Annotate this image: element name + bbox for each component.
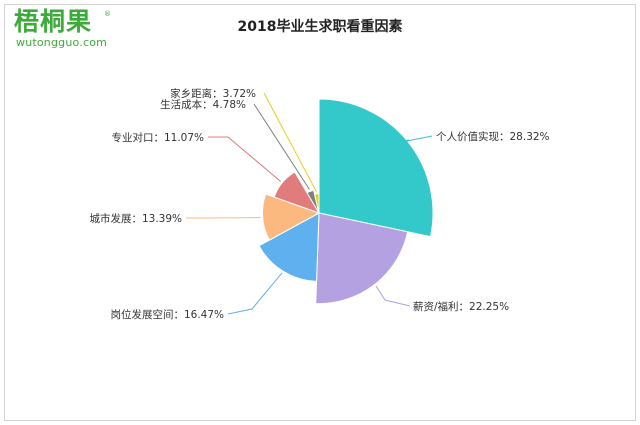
slice-7-label: 家乡距离：3.72% xyxy=(170,87,256,100)
logo-registered-mark: ® xyxy=(104,10,111,18)
slice-6-leader-line xyxy=(253,103,310,190)
slice-2-leader-line xyxy=(375,285,411,307)
slice-6[interactable] xyxy=(306,189,320,214)
slice-1-leader-line xyxy=(401,135,433,143)
slice-4[interactable] xyxy=(261,193,321,241)
slice-3-leader-line xyxy=(227,272,283,315)
slice-3-label: 岗位发展空间：16.47% xyxy=(110,308,224,321)
slice-5-leader-line xyxy=(208,136,282,182)
slice-1-label: 个人价值实现：28.32% xyxy=(436,130,550,143)
slice-5-label: 专业对口：11.07% xyxy=(111,131,204,144)
slice-7[interactable] xyxy=(313,193,320,214)
slice-6-label: 生活成本：4.78% xyxy=(160,98,246,111)
slice-7-leader-line xyxy=(263,92,317,193)
slice-2[interactable] xyxy=(315,212,409,305)
logo-url: wutongguo.com xyxy=(16,36,108,49)
slice-1[interactable] xyxy=(318,98,434,238)
slice-5[interactable] xyxy=(273,171,321,214)
logo: 梧桐果 ® wutongguo.com xyxy=(14,7,111,50)
chart-frame xyxy=(4,4,636,421)
logo-name: 梧桐果 xyxy=(14,7,93,36)
slice-4-label: 城市发展：13.39% xyxy=(89,212,182,225)
slice-2-label: 薪资/福利：22.25% xyxy=(413,300,509,313)
chart-title: 2018毕业生求职看重因素 xyxy=(237,19,403,35)
slice-3[interactable] xyxy=(258,212,320,282)
